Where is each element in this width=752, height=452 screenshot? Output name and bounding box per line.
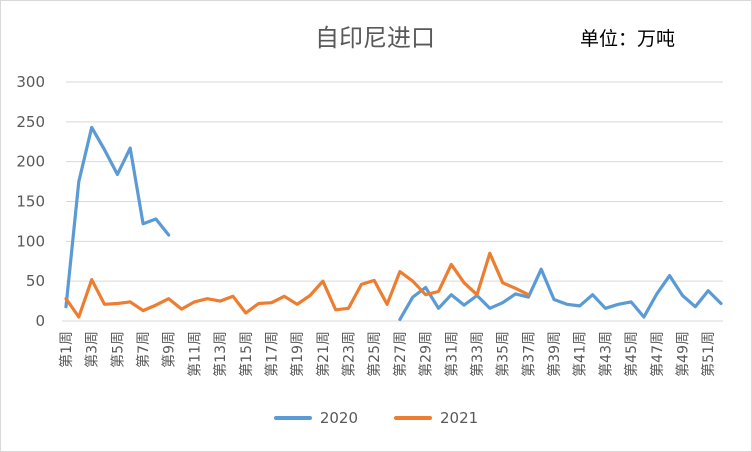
x-tick-label: 第33周 — [469, 331, 486, 377]
x-tick-label: 第47周 — [649, 331, 666, 377]
x-tick-label: 第7周 — [135, 331, 152, 368]
legend: 2020 2021 — [0, 409, 752, 427]
x-tick-label: 第1周 — [58, 331, 75, 368]
unit-label: 单位：万吨 — [580, 28, 676, 50]
y-tick-label: 0 — [35, 312, 45, 330]
gridlines — [66, 81, 723, 282]
x-axis: 第1周 第3周 第5周 第7周 第9周 第11周 第13周 第15周 第17周 第19周 第21周第… — [58, 320, 723, 377]
y-tick-label: 50 — [26, 272, 45, 290]
legend-item-2020: 2020 — [273, 409, 358, 427]
series-lines — [64, 125, 723, 321]
x-tick-label: 第5周 — [109, 331, 126, 368]
x-tick-label: 第39周 — [546, 331, 563, 377]
legend-item-2021: 2021 — [394, 409, 478, 427]
y-tick-label: 200 — [16, 153, 45, 171]
x-tick-label: 第35周 — [495, 331, 512, 377]
series-line-2020 — [398, 267, 723, 321]
series-line-2020 — [64, 125, 171, 309]
y-tick-label: 250 — [16, 113, 45, 131]
legend-label-2020: 2020 — [319, 409, 358, 427]
x-tick-label: 第19周 — [289, 331, 306, 377]
x-tick-label: 第13周 — [212, 331, 229, 377]
x-tick-label: 第25周 — [366, 331, 383, 377]
x-tick-label: 第43周 — [597, 331, 614, 377]
legend-label-2021: 2021 — [440, 409, 479, 427]
x-tick-label: 第41周 — [572, 331, 589, 377]
x-tick-label: 第29周 — [418, 331, 435, 377]
x-tick-label: 第11周 — [186, 331, 203, 377]
legend-swatch-2020 — [273, 416, 312, 420]
series-line-2021 — [64, 251, 531, 319]
x-tick-label: 第23周 — [341, 331, 358, 377]
y-tick-label: 100 — [16, 232, 45, 250]
chart-title: 自印尼进口 — [315, 24, 435, 52]
x-tick-label: 第27周 — [392, 331, 409, 377]
x-tick-label: 第3周 — [84, 331, 101, 368]
x-tick-label: 第49周 — [674, 331, 691, 377]
x-tick-label: 第15周 — [238, 331, 255, 377]
x-tick-label: 第51周 — [700, 331, 717, 377]
x-tick-label: 第21周 — [315, 331, 332, 377]
y-tick-label: 300 — [16, 73, 45, 91]
x-tick-label: 第17周 — [263, 331, 280, 377]
x-tick-label: 第9周 — [161, 331, 178, 368]
legend-swatch-2021 — [394, 416, 432, 420]
x-tick-label: 第31周 — [443, 331, 460, 377]
x-tick-label: 第37周 — [520, 331, 537, 377]
y-tick-label: 150 — [16, 193, 45, 211]
x-tick-label: 第45周 — [623, 331, 640, 377]
y-axis: 0 50 100 150 200 250 300 — [16, 73, 45, 330]
